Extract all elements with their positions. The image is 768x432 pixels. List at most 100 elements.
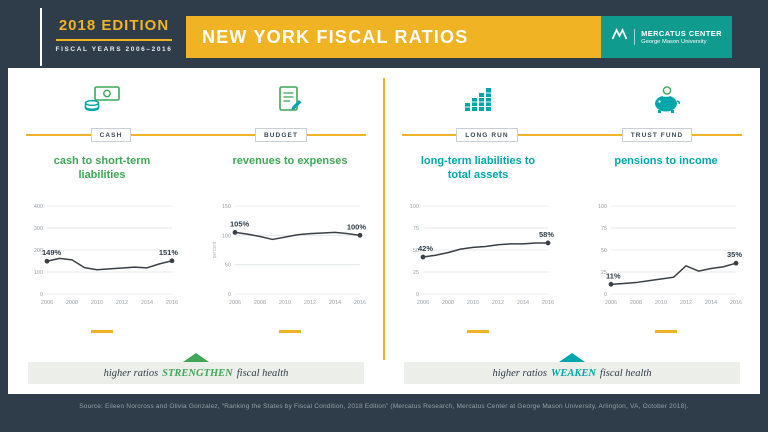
logo-name: MERCATUS CENTER [641,29,722,38]
long-run-chart: 0 25 50 75 100 2006 2008 2010 2012 2014 2016 42% 58% [384,188,572,326]
chart-underline [655,329,677,333]
ribbon-text-prefix: higher ratios [492,367,547,379]
svg-text:2006: 2006 [417,300,429,306]
svg-text:200: 200 [34,248,43,254]
cash-chart-title: cash to short-term liabilities [53,155,151,182]
center-divider [383,78,385,360]
svg-text:50: 50 [413,248,419,254]
strengthen-section: CASH BUDGET cash to short-term liabiliti… [8,68,384,394]
svg-text:2010: 2010 [467,300,479,306]
svg-text:2006: 2006 [605,300,617,306]
cash-chart: 0 100 200 300 400 2006 2008 2010 2012 2014 2016 149… [8,188,196,326]
ribbon-text-prefix: higher ratios [103,367,159,379]
svg-text:100: 100 [410,204,419,210]
edition-title: 2018 EDITION [58,17,170,34]
svg-text:0: 0 [40,292,43,298]
svg-text:2008: 2008 [630,300,642,306]
svg-text:2016: 2016 [354,300,366,306]
svg-text:151%: 151% [159,248,179,257]
svg-text:0: 0 [228,292,231,298]
weaken-section: LONG RUN TRUST FUND long-term liabilitie… [384,68,760,394]
svg-text:100%: 100% [347,222,367,231]
svg-text:35%: 35% [727,250,742,259]
category-rule [402,134,742,136]
svg-text:2014: 2014 [517,300,529,306]
svg-text:150: 150 [222,204,231,210]
long-run-bars-icon [384,78,572,120]
svg-text:2008: 2008 [66,300,78,306]
ribbon-emphasis: WEAKEN [550,367,596,379]
long-run-chart-title: long-term liabilities to total assets [420,155,536,182]
svg-text:100: 100 [222,233,231,239]
piggy-bank-icon [572,78,760,120]
ribbon-text-suffix: fiscal health [599,367,652,379]
chart-underline [91,329,113,333]
svg-text:25: 25 [413,270,419,276]
svg-text:0: 0 [416,292,419,298]
trust-fund-chart: 0 25 50 75 100 2006 2008 2010 2012 2014 2016 11% 35% [572,188,760,326]
svg-text:2014: 2014 [329,300,341,306]
edition-divider [56,39,172,41]
chart-underline [279,329,301,333]
svg-text:2006: 2006 [229,300,241,306]
chart-underline [467,329,489,333]
logo-text: MERCATUS CENTER George Mason University [634,29,722,45]
svg-text:100: 100 [598,204,607,210]
svg-text:2012: 2012 [492,300,504,306]
svg-text:50: 50 [601,248,607,254]
svg-text:42%: 42% [418,244,433,253]
edition-box: 2018 EDITION FISCAL YEARS 2006–2016 [40,8,186,66]
svg-text:105%: 105% [230,219,250,228]
svg-text:2014: 2014 [705,300,717,306]
svg-text:2010: 2010 [279,300,291,306]
svg-text:2010: 2010 [91,300,103,306]
up-arrow-icon [183,353,209,362]
svg-text:100: 100 [34,270,43,276]
page-title: NEW YORK FISCAL RATIOS [202,26,469,47]
svg-text:2010: 2010 [655,300,667,306]
budget-chart-title: revenues to expenses [232,155,348,167]
category-rule [26,134,366,136]
svg-text:58%: 58% [539,230,554,239]
tag-budget: BUDGET [254,128,308,142]
svg-text:2012: 2012 [304,300,316,306]
cash-coins-icon [8,78,196,120]
svg-text:149%: 149% [42,248,62,257]
budget-chart: 0 50 100 150 2006 2008 2010 2012 2014 2016 percent… [196,188,384,326]
fiscal-years-label: FISCAL YEARS 2006–2016 [55,46,173,53]
svg-text:2014: 2014 [141,300,153,306]
logo-box: MERCATUS CENTER George Mason University [601,16,732,58]
ribbon-emphasis: STRENGTHEN [162,367,233,379]
svg-text:0: 0 [604,292,607,298]
source-note: Source: Eileen Norcross and Olivia Gonza… [79,403,689,410]
tag-long-run: LONG RUN [456,128,518,142]
budget-clipboard-icon [196,78,384,120]
svg-text:2016: 2016 [166,300,178,306]
svg-text:25: 25 [601,270,607,276]
mercatus-logo-icon [611,27,628,47]
ribbon-text-suffix: fiscal health [236,367,289,379]
up-arrow-icon [559,353,585,362]
logo-subtitle: George Mason University [641,39,707,45]
svg-text:2012: 2012 [680,300,692,306]
strengthen-ribbon: higher ratios STRENGTHEN fiscal health [28,353,364,384]
trust-fund-chart-title: pensions to income [614,155,718,167]
svg-text:2016: 2016 [542,300,554,306]
svg-text:11%: 11% [606,271,621,280]
main-panel: CASH BUDGET cash to short-term liabiliti… [8,68,760,394]
svg-text:2016: 2016 [730,300,742,306]
svg-text:2008: 2008 [254,300,266,306]
title-bar: NEW YORK FISCAL RATIOS [186,16,601,58]
svg-text:50: 50 [225,263,231,269]
svg-text:percent: percent [212,241,218,258]
svg-text:75: 75 [413,226,419,232]
svg-text:2006: 2006 [41,300,53,306]
svg-text:300: 300 [34,226,43,232]
svg-text:2008: 2008 [442,300,454,306]
svg-text:2012: 2012 [116,300,128,306]
svg-text:75: 75 [601,226,607,232]
tag-cash: CASH [90,128,132,142]
svg-text:400: 400 [34,204,43,210]
tag-trust-fund: TRUST FUND [621,128,693,142]
weaken-ribbon: higher ratios WEAKEN fiscal health [404,353,740,384]
